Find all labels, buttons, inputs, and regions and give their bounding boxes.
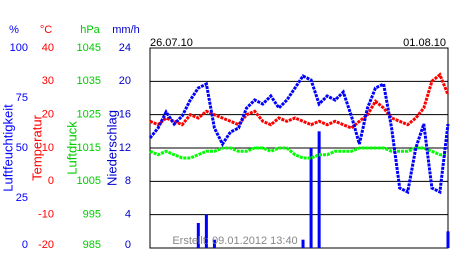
precip-bar: [204, 214, 208, 248]
y-tick-label: 10: [42, 142, 54, 154]
y-tick-label: 50: [16, 142, 28, 154]
y-tick-label: 4: [125, 209, 131, 221]
precip-bar: [212, 239, 216, 248]
axis-unit: %: [9, 24, 19, 36]
axis-label: Niederschlag: [104, 110, 119, 186]
y-tick-label: 12: [119, 142, 131, 154]
y-tick-label: 1045: [77, 42, 101, 54]
y-tick-label: 1035: [77, 75, 101, 87]
y-tick-label: 985: [83, 239, 101, 250]
y-tick-label: -20: [38, 239, 54, 250]
precip-bar: [317, 131, 321, 248]
precip-bar: [446, 231, 450, 248]
axis-label: Luftfeuchtigkeit: [0, 104, 15, 192]
data-line: [148, 74, 450, 195]
date-label: 01.08.10: [403, 37, 446, 49]
precip-bar: [196, 223, 200, 248]
axis-unit: hPa: [80, 24, 100, 36]
y-tick-label: 24: [119, 42, 131, 54]
axis-unit: mm/h: [112, 24, 140, 36]
y-tick-label: 995: [83, 209, 101, 221]
y-tick-label: 16: [119, 109, 131, 121]
date-label: 26.07.10: [150, 37, 193, 49]
y-tick-label: 30: [42, 75, 54, 87]
y-tick-label: 0: [22, 239, 28, 250]
y-tick-label: 8: [125, 175, 131, 187]
y-tick-label: 1005: [77, 175, 101, 187]
data-line: [149, 72, 450, 130]
axis-label: Luftdruck: [64, 121, 79, 175]
footer: Erstellt: 09.01.2012 13:40: [172, 235, 297, 247]
data-line: [149, 146, 448, 160]
y-tick-label: 20: [119, 75, 131, 87]
y-tick-label: 20: [42, 109, 54, 121]
y-tick-label: 1025: [77, 109, 101, 121]
y-tick-label: 100: [10, 42, 28, 54]
precip-bar: [301, 239, 305, 248]
precip-bar: [309, 148, 313, 248]
y-tick-label: 25: [16, 192, 28, 204]
y-tick-label: 40: [42, 42, 54, 54]
y-tick-label: -10: [38, 209, 54, 221]
y-tick-label: 0: [48, 175, 54, 187]
y-tick-label: 1015: [77, 142, 101, 154]
y-tick-label: 75: [16, 92, 28, 104]
y-tick-label: 0: [125, 239, 131, 250]
axis-unit: °C: [40, 24, 52, 36]
axis-label: Temperatur: [29, 114, 44, 180]
